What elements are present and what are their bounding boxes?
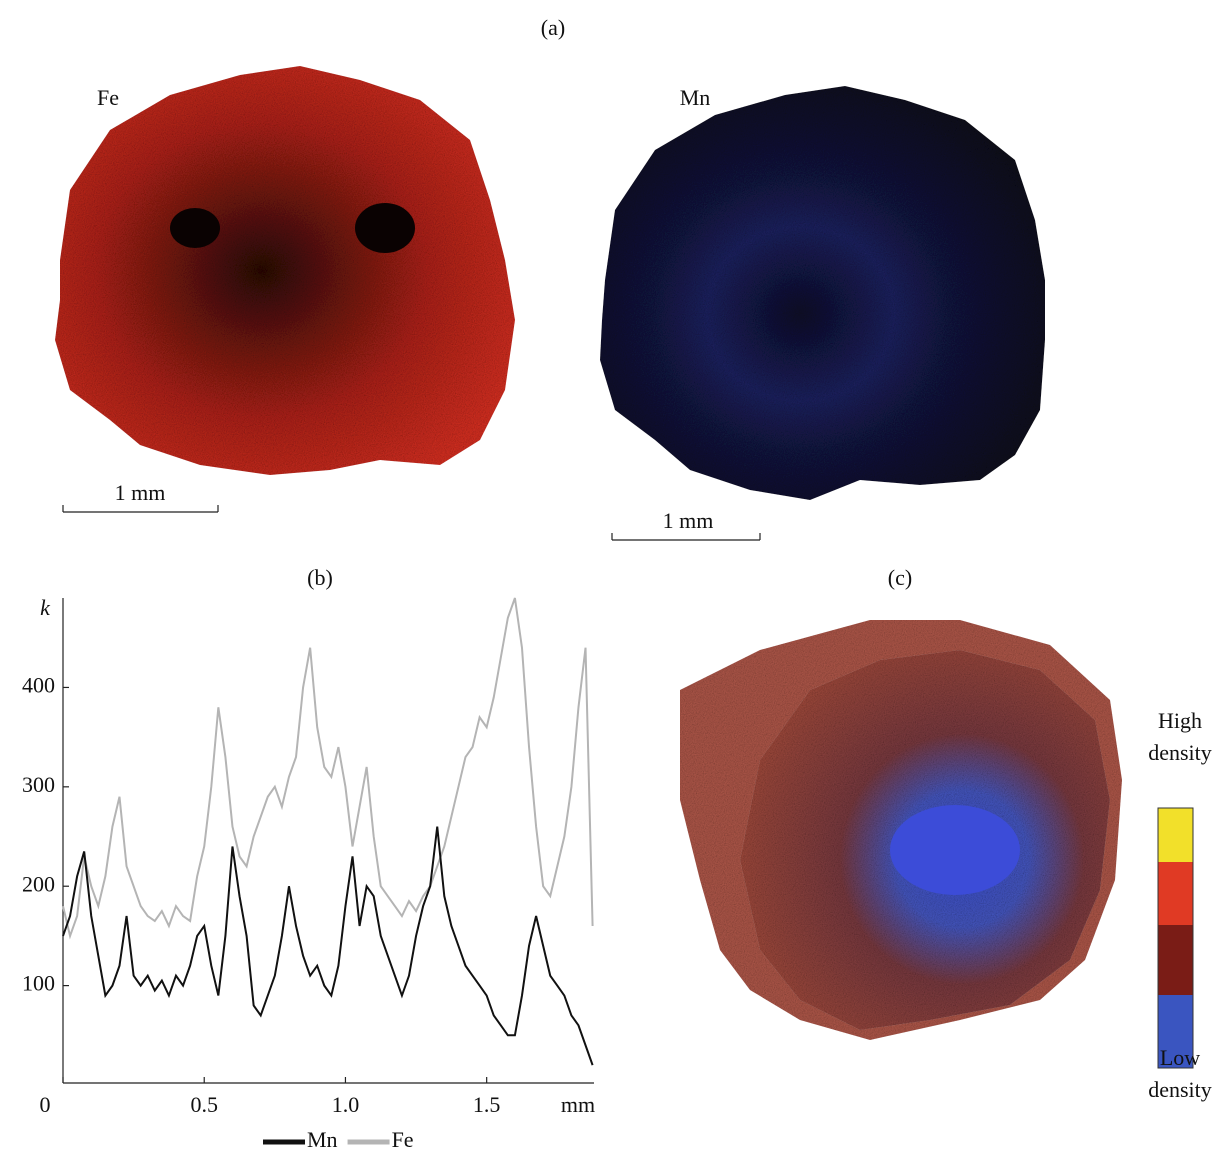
y-tick-label: 400 xyxy=(22,672,55,697)
fe-void xyxy=(355,203,415,253)
x-axis-label: mm xyxy=(561,1092,595,1117)
y-tick-label: 100 xyxy=(22,971,55,996)
panel-label: (a) xyxy=(541,15,565,40)
density-scale xyxy=(1158,925,1193,995)
scale-text: Low xyxy=(1160,1045,1200,1070)
tomography-core xyxy=(890,805,1020,895)
scale-text: density xyxy=(1148,740,1212,765)
panel-label: (b) xyxy=(307,565,333,590)
legend-label: Mn xyxy=(307,1127,338,1152)
y-tick-label: 300 xyxy=(22,772,55,797)
fe-map xyxy=(55,66,515,475)
scale-label: 1 mm xyxy=(115,480,166,505)
element-label: Mn xyxy=(680,85,711,110)
scale-text: High xyxy=(1158,708,1202,733)
x-tick-label: 1.5 xyxy=(473,1092,501,1117)
scale-label: 1 mm xyxy=(663,508,714,533)
legend-label: Fe xyxy=(392,1127,414,1152)
density-scale xyxy=(1158,862,1193,925)
series-line xyxy=(62,826,594,1066)
scale-text: density xyxy=(1148,1077,1212,1102)
mn-map xyxy=(600,86,1045,500)
series-line xyxy=(62,597,594,940)
density-scale-frame xyxy=(1157,807,1194,1069)
x-tick-label: 1.0 xyxy=(332,1092,360,1117)
panel-label: (c) xyxy=(888,565,912,590)
y-axis-label: k xyxy=(40,595,51,620)
density-scale xyxy=(1158,808,1193,862)
element-label: Fe xyxy=(97,85,119,110)
density-scale xyxy=(1158,995,1193,1068)
fe-void xyxy=(170,208,220,248)
x-tick-label: 0 xyxy=(40,1092,51,1117)
x-tick-label: 0.5 xyxy=(190,1092,218,1117)
y-tick-label: 200 xyxy=(22,871,55,896)
